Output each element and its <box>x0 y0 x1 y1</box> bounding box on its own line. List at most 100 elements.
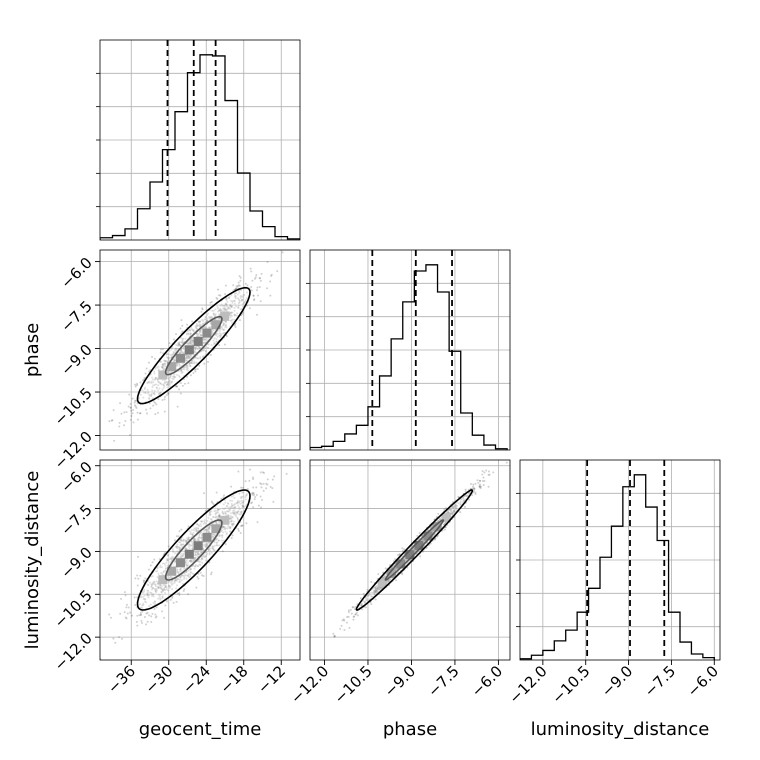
sample-point <box>202 349 205 352</box>
sample-point <box>191 544 194 547</box>
sample-point <box>142 396 145 399</box>
sample-point <box>230 505 233 508</box>
sample-point <box>193 557 196 560</box>
sample-point <box>231 311 234 314</box>
sample-point <box>204 341 207 344</box>
sample-point <box>183 574 186 577</box>
sample-point <box>170 580 173 583</box>
sample-point <box>225 320 228 323</box>
sample-point <box>192 330 195 333</box>
sample-point <box>256 286 259 289</box>
sample-point <box>179 575 182 578</box>
y-tick-label-phase: −6.0 <box>57 254 95 292</box>
sample-point <box>222 328 225 331</box>
sample-point <box>172 375 175 378</box>
sample-point <box>219 334 222 337</box>
sample-point <box>241 491 244 494</box>
sample-point <box>219 309 222 312</box>
sample-point <box>211 533 214 536</box>
sample-point <box>200 531 203 534</box>
sample-point <box>224 297 227 300</box>
sample-point <box>370 580 373 583</box>
panel-geocent_time-vs-luminosity_distance <box>99 459 301 661</box>
sample-point <box>130 415 133 418</box>
sample-point <box>237 281 240 284</box>
sample-point <box>184 337 187 340</box>
sample-point <box>165 566 168 569</box>
sample-point <box>149 591 152 594</box>
sample-point <box>235 287 238 290</box>
sample-point <box>240 524 243 527</box>
sample-point <box>207 347 210 350</box>
sample-point <box>157 398 160 401</box>
sample-point <box>349 609 352 612</box>
sample-point <box>136 574 139 577</box>
sample-point <box>237 506 240 509</box>
sample-point <box>187 357 190 360</box>
sample-point <box>218 309 221 312</box>
sample-point <box>199 330 202 333</box>
sample-point <box>166 383 169 386</box>
sample-point <box>139 393 142 396</box>
sample-point <box>181 330 184 333</box>
sample-point <box>170 348 173 351</box>
sample-point <box>174 561 177 564</box>
sample-point <box>215 334 218 337</box>
sample-point <box>252 486 255 489</box>
sample-point <box>139 611 142 614</box>
contour-2-sigma <box>136 286 251 405</box>
sample-point <box>255 289 258 292</box>
sample-point <box>241 302 244 305</box>
sample-point <box>230 305 233 308</box>
sample-point <box>157 597 160 600</box>
sample-point <box>361 608 364 611</box>
sample-point <box>196 575 199 578</box>
sample-point <box>214 314 217 317</box>
sample-point <box>259 277 262 280</box>
sample-point <box>212 312 215 315</box>
sample-point <box>161 573 164 576</box>
sample-point <box>189 531 192 534</box>
sample-point <box>182 590 185 593</box>
sample-point <box>195 586 198 589</box>
sample-point <box>127 405 130 408</box>
sample-point <box>200 525 203 528</box>
sample-point <box>197 525 200 528</box>
sample-point <box>170 558 173 561</box>
sample-point <box>194 348 197 351</box>
sample-point <box>141 591 144 594</box>
sample-point <box>129 406 132 409</box>
sample-point <box>228 295 231 298</box>
sample-point <box>194 556 197 559</box>
sample-point <box>147 397 150 400</box>
sample-point <box>492 471 495 474</box>
sample-point <box>166 356 169 359</box>
sample-point <box>196 564 199 567</box>
sample-point <box>154 583 157 586</box>
sample-point <box>162 571 165 574</box>
sample-point <box>215 544 218 547</box>
sample-point <box>229 303 232 306</box>
sample-point <box>190 327 193 330</box>
sample-point <box>178 530 181 533</box>
sample-point <box>197 550 200 553</box>
sample-point <box>230 306 233 309</box>
sample-point <box>187 572 190 575</box>
sample-point <box>176 584 179 587</box>
sample-point <box>207 526 210 529</box>
sample-point <box>230 314 233 317</box>
sample-point <box>199 560 202 563</box>
sample-point <box>206 319 209 322</box>
sample-point <box>187 355 190 358</box>
sample-point <box>225 309 228 312</box>
sample-point <box>166 557 169 560</box>
sample-point <box>207 548 210 551</box>
sample-point <box>164 584 167 587</box>
sample-point <box>250 270 253 273</box>
sample-point <box>190 560 193 563</box>
sample-point <box>194 346 197 349</box>
sample-point <box>185 333 188 336</box>
sample-point <box>150 588 153 591</box>
sample-point <box>192 564 195 567</box>
density-cell <box>220 515 230 525</box>
